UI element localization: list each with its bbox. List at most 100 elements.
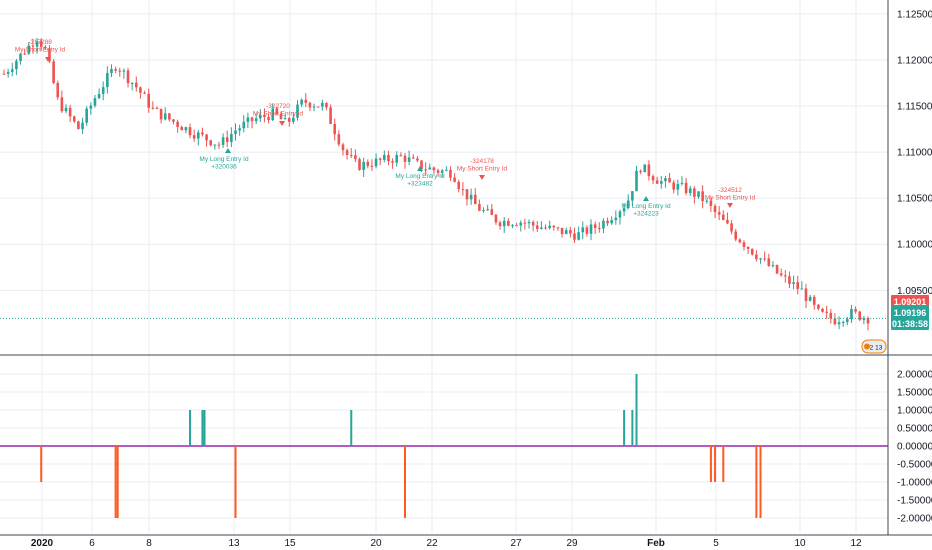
candle-body xyxy=(688,188,692,194)
candle-body xyxy=(147,93,150,108)
candle-body xyxy=(498,222,502,227)
candle-body xyxy=(722,214,725,220)
candle-body xyxy=(259,114,262,119)
candle-body xyxy=(478,204,481,211)
candle-body xyxy=(507,220,510,226)
candle-body xyxy=(631,191,634,201)
price-tick-label: 1.11500 xyxy=(897,101,932,112)
candle-body xyxy=(693,188,696,197)
short-entry-arrow-icon xyxy=(727,203,733,208)
candle-body xyxy=(6,71,10,74)
candle-body xyxy=(535,225,539,229)
oscillator-bar xyxy=(403,446,406,518)
candle-body xyxy=(106,73,109,88)
candle-body xyxy=(188,127,192,136)
candle-body xyxy=(85,108,88,123)
candle-body xyxy=(89,105,93,109)
candle-body xyxy=(622,208,626,212)
candle-body xyxy=(403,155,407,162)
grid-lines xyxy=(0,0,888,533)
candle-body xyxy=(788,276,791,284)
annotation-line-2: +323482 xyxy=(407,181,433,188)
oscillator-bar xyxy=(189,410,192,446)
candle-body xyxy=(705,200,709,202)
candle-body xyxy=(755,254,758,260)
candle-body xyxy=(101,87,105,94)
candle-body xyxy=(300,99,303,105)
osc-tick-label: 0.00000 xyxy=(897,442,932,453)
candle-body xyxy=(527,222,531,224)
candle-body xyxy=(846,319,849,323)
short-entry-arrow-icon xyxy=(45,57,51,62)
candle-body xyxy=(511,225,514,227)
candle-body xyxy=(833,318,837,325)
candle-body xyxy=(308,102,312,108)
time-tick-label: Feb xyxy=(647,538,665,549)
annotation-line-1: -322720 xyxy=(266,103,290,110)
candle-body xyxy=(767,258,771,266)
candle-body xyxy=(279,113,283,120)
candle-body xyxy=(569,230,572,234)
price-tick-label: 1.12000 xyxy=(897,55,932,66)
candle-body xyxy=(143,92,146,94)
candle-body xyxy=(515,225,518,227)
candle-body xyxy=(122,70,126,72)
candle-body xyxy=(796,282,800,289)
time-tick-label: 20 xyxy=(370,538,382,549)
candle-body xyxy=(837,322,841,325)
candle-body xyxy=(176,121,179,127)
candle-body xyxy=(2,73,6,75)
candle-body xyxy=(271,108,275,121)
candle-body xyxy=(436,170,440,173)
candle-body xyxy=(660,181,663,184)
current-price-tag: 1.09196 xyxy=(894,308,927,318)
candle-body xyxy=(775,264,779,274)
candle-body xyxy=(130,82,134,84)
candle-body xyxy=(151,107,155,109)
candle-body xyxy=(159,108,163,120)
short-entry-arrow-icon xyxy=(279,121,285,126)
candle-body xyxy=(701,191,704,202)
candle-body xyxy=(114,69,117,71)
osc-tick-label: 1.00000 xyxy=(897,406,932,417)
oscillator-bar xyxy=(755,446,758,518)
candle-body xyxy=(523,222,527,224)
candle-body xyxy=(180,126,184,131)
candle-body xyxy=(411,157,415,159)
candle-body xyxy=(19,53,22,61)
time-tick-label: 2020 xyxy=(31,538,54,549)
candle-body xyxy=(432,167,436,171)
price-tick-label: 1.12500 xyxy=(897,9,932,20)
candle-body xyxy=(35,41,39,47)
candle-body xyxy=(668,178,671,183)
price-tick-label: 1.10000 xyxy=(897,240,932,251)
time-tick-label: 13 xyxy=(228,538,240,549)
oscillator-bar xyxy=(350,410,353,446)
annotation-line-2: My Short Entry Id xyxy=(253,111,304,118)
candle-body xyxy=(759,258,762,260)
candle-body xyxy=(126,70,130,84)
candle-body xyxy=(473,194,477,205)
candle-body xyxy=(746,246,750,249)
candle-body xyxy=(734,231,738,240)
candle-body xyxy=(341,144,345,151)
candle-body xyxy=(44,46,47,49)
candle-body xyxy=(635,170,638,192)
candle-body xyxy=(453,177,456,182)
candle-body xyxy=(560,227,564,235)
candle-body xyxy=(395,155,399,163)
candle-body xyxy=(817,304,820,309)
candle-body xyxy=(321,102,324,107)
candle-body xyxy=(296,104,299,118)
osc-tick-label: -0.50000 xyxy=(897,460,932,471)
candle-body xyxy=(56,82,60,98)
candle-body xyxy=(655,180,659,184)
candle-body xyxy=(502,220,506,227)
candle-body xyxy=(312,106,316,108)
clock-icon xyxy=(864,343,870,350)
current-price-tag-bg xyxy=(891,306,929,319)
candle-body xyxy=(358,159,361,170)
candle-body xyxy=(821,308,824,312)
